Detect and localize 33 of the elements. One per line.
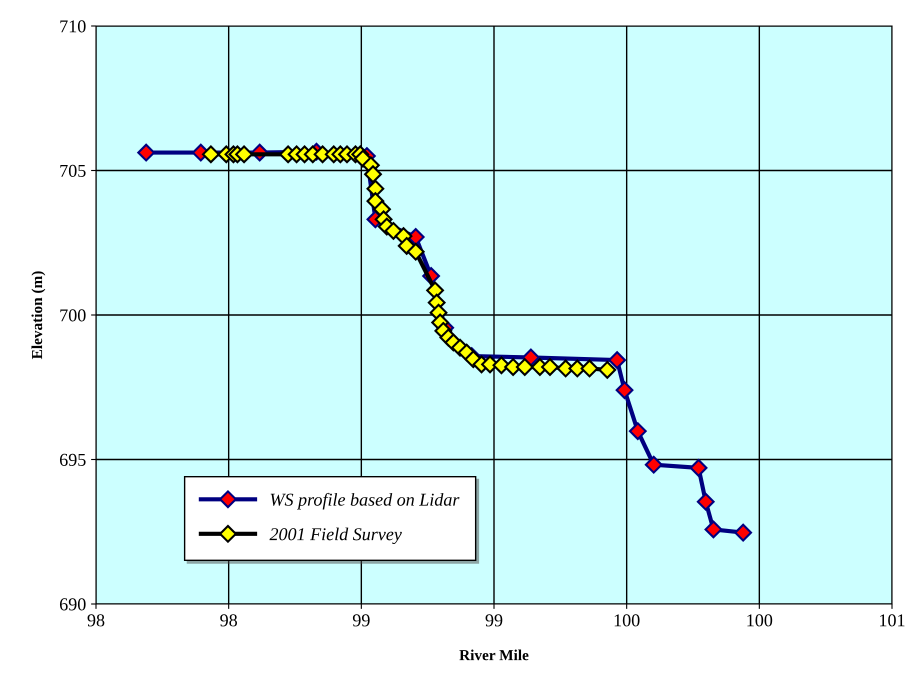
- x-tick-label: 98: [220, 614, 238, 626]
- point: [598, 361, 616, 379]
- point: [644, 456, 663, 474]
- legend-label: 2001 Field Survey: [269, 528, 402, 544]
- point: [628, 422, 647, 440]
- point: [704, 520, 722, 538]
- point: [580, 360, 598, 378]
- x-tick-label: 99: [486, 614, 502, 626]
- point: [734, 524, 752, 542]
- y-tick-label: 705: [60, 164, 86, 177]
- y-axis-title: Elevation (m): [31, 271, 46, 360]
- y-tick-label: 710: [60, 20, 86, 32]
- point: [235, 145, 253, 164]
- x-tick-label: 98: [88, 614, 104, 626]
- point: [616, 381, 634, 400]
- point: [516, 358, 534, 376]
- x-tick-label: 99: [352, 614, 370, 626]
- point: [364, 165, 382, 184]
- point: [608, 351, 626, 369]
- point: [541, 358, 559, 376]
- legend-label: WS profile based on Lidar: [270, 492, 460, 510]
- point: [137, 144, 156, 162]
- y-tick-label: 695: [60, 454, 86, 466]
- x-tick-label: 100: [747, 614, 772, 626]
- y-tick-label: 700: [60, 309, 86, 322]
- point: [406, 242, 425, 261]
- x-axis-title: River Mile: [459, 650, 528, 660]
- point: [690, 458, 708, 477]
- x-tick-label: 100: [614, 614, 640, 626]
- point: [696, 492, 715, 511]
- y-tick-label: 690: [60, 598, 86, 610]
- point: [202, 145, 220, 164]
- x-tick-label: 101: [880, 614, 904, 626]
